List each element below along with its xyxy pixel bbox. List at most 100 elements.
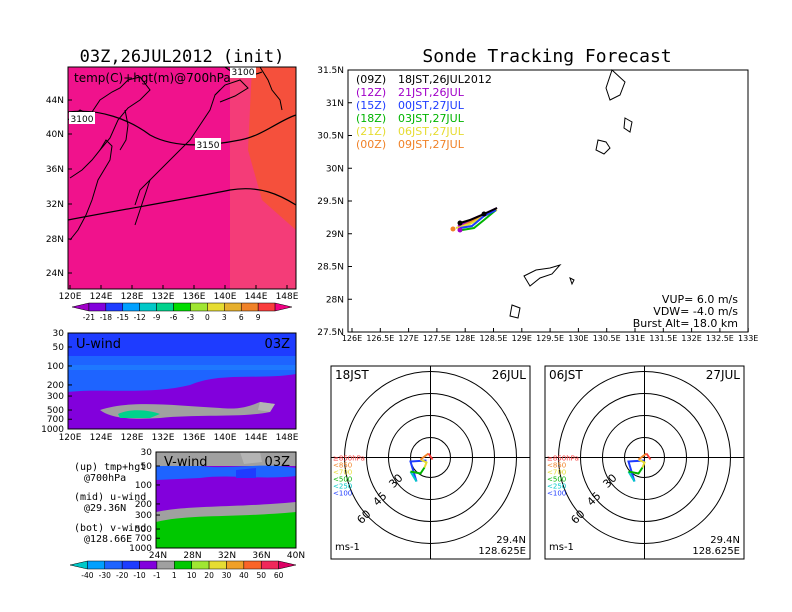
level-tick-label: 200 <box>47 381 64 391</box>
track-legend-time: 21JST,26JUL <box>398 86 465 99</box>
lon-tick-label: 120E <box>59 292 82 302</box>
v-wind-time: 03Z <box>265 455 291 470</box>
colorbar-label: 30 <box>222 571 232 580</box>
level-tick-label: 100 <box>47 362 64 372</box>
colorbar-swatch <box>207 302 225 312</box>
tracking-params: VUP= 6.0 m/s VDW= -4.0 m/s Burst Alt= 18… <box>633 293 739 330</box>
level-tick-label: 100 <box>135 481 152 491</box>
v-wind-lat-ticks: 24N 28N 32N 36N 40N <box>149 551 305 561</box>
colorbar-swatch <box>122 302 140 312</box>
lat-tick-label: 30N <box>326 164 344 174</box>
colorbar-swatch <box>260 560 279 570</box>
note-mid2: @29.36N <box>84 503 126 514</box>
track-legend-time: 09JST,27JUL <box>398 138 465 151</box>
hodograph-segment <box>628 466 644 475</box>
level-tick-label: 700 <box>135 534 152 544</box>
colorbar-swatch <box>224 302 242 312</box>
colorbar-label: 40 <box>239 571 249 580</box>
tracking-map <box>347 69 749 333</box>
hodograph-segment <box>637 452 648 461</box>
hodograph-segment <box>420 458 428 468</box>
lat-tick-label: 28.5N <box>317 263 344 273</box>
hodograph-segment <box>419 452 430 461</box>
polar-lon: 128.625E <box>478 546 526 557</box>
polar-level-label: ≥850hPa <box>547 455 579 463</box>
lon-tick-label: 127E <box>398 334 418 343</box>
lat-tick-label: 28N <box>326 295 344 305</box>
lat-tick-label: 31N <box>326 99 344 109</box>
track-legend-zulu: (21Z) <box>356 125 386 138</box>
v-wind-panel: V-wind 03Z <box>155 451 297 549</box>
polar-level-label: ≥850hPa <box>333 455 365 463</box>
lon-tick-label: 148E <box>276 433 299 443</box>
polar-level-label: <100 <box>547 490 566 498</box>
polar-time: 18JST <box>335 368 369 382</box>
colorbar-swatch <box>208 560 227 570</box>
lon-tick-label: 132E <box>152 292 175 302</box>
level-tick-label: 50 <box>53 343 65 353</box>
note-up2: @700hPa <box>84 473 126 484</box>
colorbar-label: -1 <box>153 571 161 580</box>
left-map-label: temp(C)+hgt(m)@700hPa <box>74 71 231 85</box>
track-start-point <box>457 220 463 226</box>
polar-level-label: <500 <box>547 476 566 484</box>
polar-lat: 29.4N <box>496 535 526 546</box>
colorbar-label: -40 <box>81 571 93 580</box>
polar-time: 06JST <box>549 368 583 382</box>
polar-lat: 29.4N <box>710 535 740 546</box>
polar-level-label: <850 <box>547 462 566 470</box>
track-end-point <box>450 226 456 232</box>
lat-tick-label: 24N <box>149 551 167 561</box>
param-vup: VUP= 6.0 m/s <box>662 293 738 306</box>
lat-tick-label: 44N <box>46 96 64 106</box>
track-legend-zulu: (00Z) <box>356 138 386 151</box>
colorbar-label: -6 <box>170 313 178 322</box>
level-tick-label: 500 <box>135 525 152 535</box>
lon-tick-label: 129.5E <box>536 334 564 343</box>
lat-tick-label: 40N <box>287 551 305 561</box>
colorbar-swatch <box>174 560 192 570</box>
lon-tick-label: 144E <box>245 292 268 302</box>
polar-level-label: <700 <box>333 469 352 477</box>
colorbar-label: 1 <box>172 571 177 580</box>
u-wind-label: U-wind <box>76 337 121 352</box>
sonde-tracks <box>450 207 498 233</box>
colorbar-label: -10 <box>133 571 145 580</box>
track-legend-time: 00JST,27JUL <box>398 99 465 112</box>
lon-tick-label: 131.5E <box>649 334 677 343</box>
colorbar-swatch <box>243 560 262 570</box>
lon-tick-label: 131E <box>625 334 645 343</box>
colorbar-label: -12 <box>134 313 146 322</box>
colorbar-label: -20 <box>116 571 128 580</box>
u-wind-lon-ticks: 120E 124E 128E 132E 136E 140E 144E 148E <box>59 433 299 443</box>
sonde-track <box>461 209 497 231</box>
colorbar-swatch <box>139 560 158 570</box>
colorbar-label: 50 <box>256 571 266 580</box>
lat-tick-label: 27.5N <box>317 328 344 338</box>
lat-tick-label: 40N <box>46 130 64 140</box>
track-point <box>481 211 487 217</box>
colorbar-swatch <box>121 560 140 570</box>
colorbar-swatch <box>274 302 293 312</box>
polar-unit: ms-1 <box>549 542 574 553</box>
lat-tick-label: 24N <box>46 269 64 279</box>
track-legend-time: 06JST,27JUL <box>398 125 465 138</box>
contour-label-3100-b: 3100 <box>232 68 255 78</box>
lon-tick-label: 140E <box>214 292 237 302</box>
track-legend-zulu: (18Z) <box>356 112 386 125</box>
colorbar-label: -3 <box>187 313 195 322</box>
colorbar-label: -9 <box>153 313 161 322</box>
track-end-point <box>457 227 463 233</box>
lon-tick-label: 132E <box>681 334 701 343</box>
colorbar-label: 3 <box>222 313 227 322</box>
polar-level-label: <250 <box>547 483 566 491</box>
polar-panel-left: 18JST 26JUL29.4N128.625Ems-1304560≥850hPa… <box>330 365 531 560</box>
lon-tick-label: 124E <box>90 292 113 302</box>
tracking-title: Sonde Tracking Forecast <box>422 46 671 67</box>
u-wind-time: 03Z <box>265 337 291 352</box>
lon-tick-label: 132.5E <box>706 334 734 343</box>
note-bot2: @128.66E <box>84 534 132 545</box>
lon-tick-label: 127.5E <box>423 334 451 343</box>
lon-tick-label: 140E <box>214 433 237 443</box>
level-tick-label: 300 <box>47 392 64 402</box>
